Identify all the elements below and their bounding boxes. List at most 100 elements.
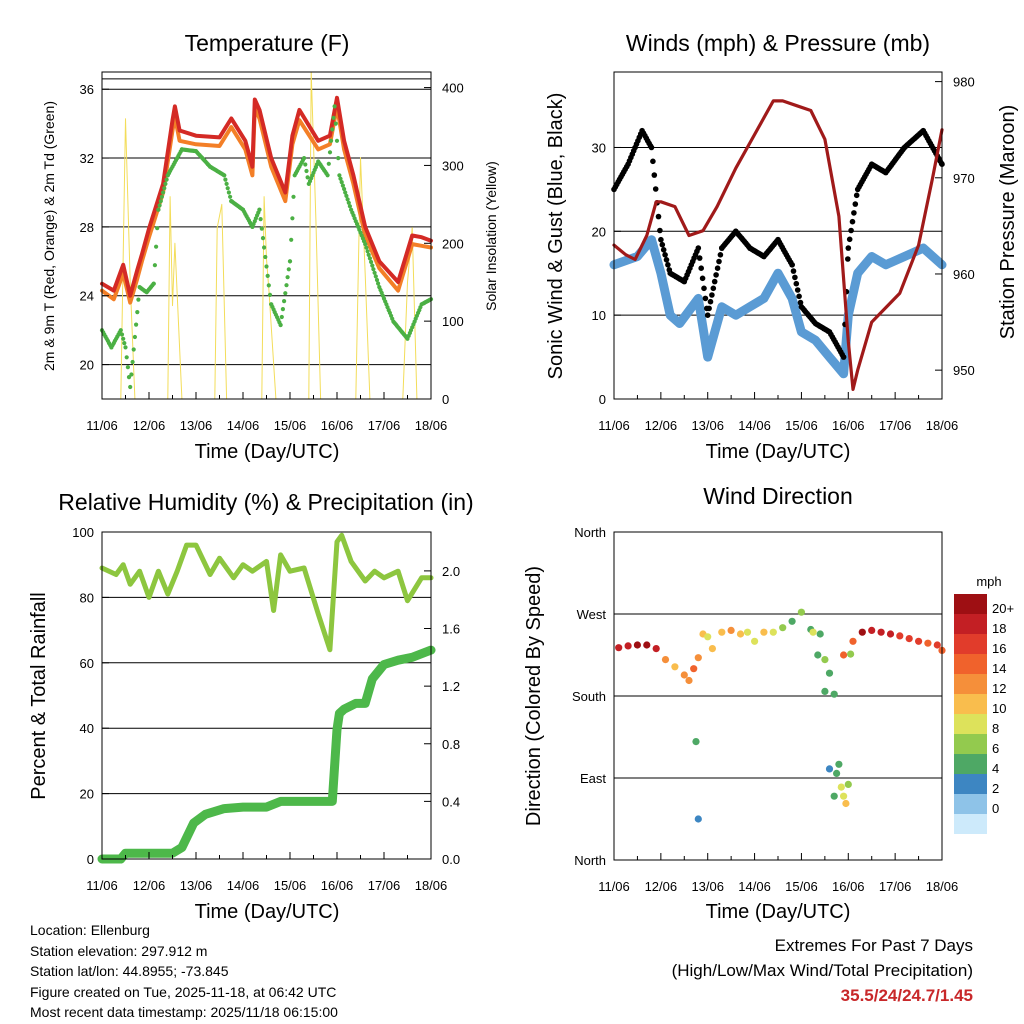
direction-point bbox=[769, 628, 777, 636]
direction-point bbox=[896, 632, 904, 640]
dewpoint-dot bbox=[257, 207, 262, 212]
humidity-axes: 0 20 40 60 80 100 0.0 0.4 0.8 1.2 1.6 2.0 11/06 12/06… bbox=[72, 525, 460, 893]
y-tick-label: 30 bbox=[592, 140, 606, 155]
dewpoint-dot bbox=[367, 256, 372, 261]
y-tick-label: 60 bbox=[80, 656, 94, 671]
gust-dot bbox=[711, 278, 718, 285]
direction-point bbox=[877, 628, 885, 636]
dewpoint-dot bbox=[223, 177, 228, 182]
dewpoint-dot bbox=[259, 226, 264, 231]
y2-tick-label: 950 bbox=[953, 363, 975, 378]
temperature-xlabel: Time (Day/UTC) bbox=[195, 441, 340, 463]
x-tick-label: 14/06 bbox=[738, 418, 771, 433]
winds-plot-frame bbox=[613, 71, 943, 400]
direction-point bbox=[835, 760, 843, 768]
x-tick-label: 18/06 bbox=[415, 878, 448, 893]
colorbar-swatch bbox=[954, 654, 987, 674]
direction-point bbox=[704, 633, 712, 641]
gust-dot bbox=[709, 292, 715, 298]
gust-dot bbox=[651, 172, 658, 178]
dewpoint-dot bbox=[325, 173, 330, 178]
dewpoint-dot bbox=[226, 190, 231, 195]
y-tick-label: 100 bbox=[72, 525, 94, 540]
winds-axes: 0 10 20 30 950 960 970 980 11/06 12/06 13/06 14/06 1… bbox=[592, 75, 975, 433]
x-tick-label: 12/06 bbox=[645, 879, 678, 894]
dewpoint-dot bbox=[305, 175, 310, 180]
colorbar-label: 10 bbox=[992, 701, 1006, 716]
winds-series bbox=[609, 99, 947, 391]
colorbar-label: 16 bbox=[992, 641, 1006, 656]
dewpoint-dot bbox=[374, 277, 380, 283]
x-tick-label: 13/06 bbox=[691, 879, 724, 894]
direction-point bbox=[680, 671, 688, 679]
dewpoint-dot bbox=[258, 217, 263, 222]
x-tick-label: 13/06 bbox=[180, 418, 213, 433]
humidity-ylabel: Percent & Total Rainfall bbox=[28, 592, 50, 800]
gust-dot bbox=[714, 265, 721, 272]
x-tick-label: 11/06 bbox=[86, 878, 118, 893]
gust-dot bbox=[849, 218, 856, 225]
y-tick-label: North bbox=[574, 525, 606, 540]
dewpoint-dot bbox=[343, 190, 348, 195]
direction-point bbox=[915, 637, 923, 645]
direction-point bbox=[690, 665, 698, 673]
direction-point bbox=[837, 783, 845, 791]
colorbar-label: 20+ bbox=[992, 601, 1014, 616]
gust-dot bbox=[846, 236, 853, 243]
dewpoint-dot bbox=[304, 168, 309, 174]
y2-tick-label: 0.8 bbox=[442, 737, 460, 752]
dewpoint-dot bbox=[302, 156, 307, 161]
y-tick-label: North bbox=[574, 853, 606, 868]
gust-dot bbox=[652, 186, 659, 192]
dewpoint-dot bbox=[364, 245, 369, 250]
dewpoint-dot bbox=[334, 138, 340, 143]
dewpoint-dot bbox=[291, 194, 296, 199]
direction-point bbox=[849, 637, 857, 645]
x-tick-label: 16/06 bbox=[832, 418, 865, 433]
x-tick-label: 16/06 bbox=[321, 418, 354, 433]
x-tick-label: 16/06 bbox=[832, 879, 865, 894]
y-tick-label: 20 bbox=[80, 787, 94, 802]
dewpoint-dot bbox=[331, 115, 336, 120]
colorbar-label: 14 bbox=[992, 661, 1006, 676]
direction-point bbox=[652, 645, 660, 653]
extremes-box: Extremes For Past 7 Days (High/Low/Max W… bbox=[672, 933, 973, 1008]
dewpoint-dot bbox=[158, 199, 163, 204]
dewpoint-dot bbox=[262, 245, 267, 250]
x-tick-label: 11/06 bbox=[598, 418, 630, 433]
colorbar-swatch bbox=[954, 814, 987, 834]
colorbar-label: 8 bbox=[992, 721, 999, 736]
dewpoint-dot bbox=[155, 226, 160, 231]
x-tick-label: 18/06 bbox=[926, 418, 959, 433]
y2-tick-label: 970 bbox=[953, 171, 975, 186]
wind-direction-title: Wind Direction bbox=[703, 483, 853, 509]
y-tick-label: 0 bbox=[87, 852, 94, 867]
x-tick-label: 13/06 bbox=[180, 878, 213, 893]
colorbar-label: 18 bbox=[992, 621, 1006, 636]
colorbar-swatch bbox=[954, 794, 987, 814]
y2-tick-label: 960 bbox=[953, 267, 975, 282]
colorbar-swatch bbox=[954, 754, 987, 774]
humidity-xlabel: Time (Day/UTC) bbox=[195, 901, 340, 923]
colorbar-swatch bbox=[954, 774, 987, 794]
gust-dot bbox=[696, 255, 703, 261]
colorbar-label: 4 bbox=[992, 761, 999, 776]
x-tick-label: 17/06 bbox=[368, 878, 401, 893]
dewpoint-dot bbox=[327, 150, 333, 155]
colorbar-label: 2 bbox=[992, 781, 999, 796]
dewpoint-dot bbox=[280, 307, 285, 312]
colorbar-swatch bbox=[954, 614, 987, 634]
dewpoint-dot bbox=[122, 341, 127, 346]
direction-point bbox=[788, 617, 796, 625]
gust-dot bbox=[695, 245, 702, 251]
colorbar-swatch bbox=[954, 694, 987, 714]
gust-dot bbox=[660, 247, 667, 253]
precip-line bbox=[97, 645, 436, 864]
gust-dot bbox=[794, 287, 801, 293]
direction-point bbox=[797, 608, 806, 616]
y2-tick-label: 0.0 bbox=[442, 852, 460, 867]
y2-tick-label: 100 bbox=[442, 314, 464, 329]
gust-dot bbox=[659, 241, 666, 248]
gust-dot bbox=[704, 312, 711, 319]
dewpoint-dot bbox=[289, 237, 294, 242]
